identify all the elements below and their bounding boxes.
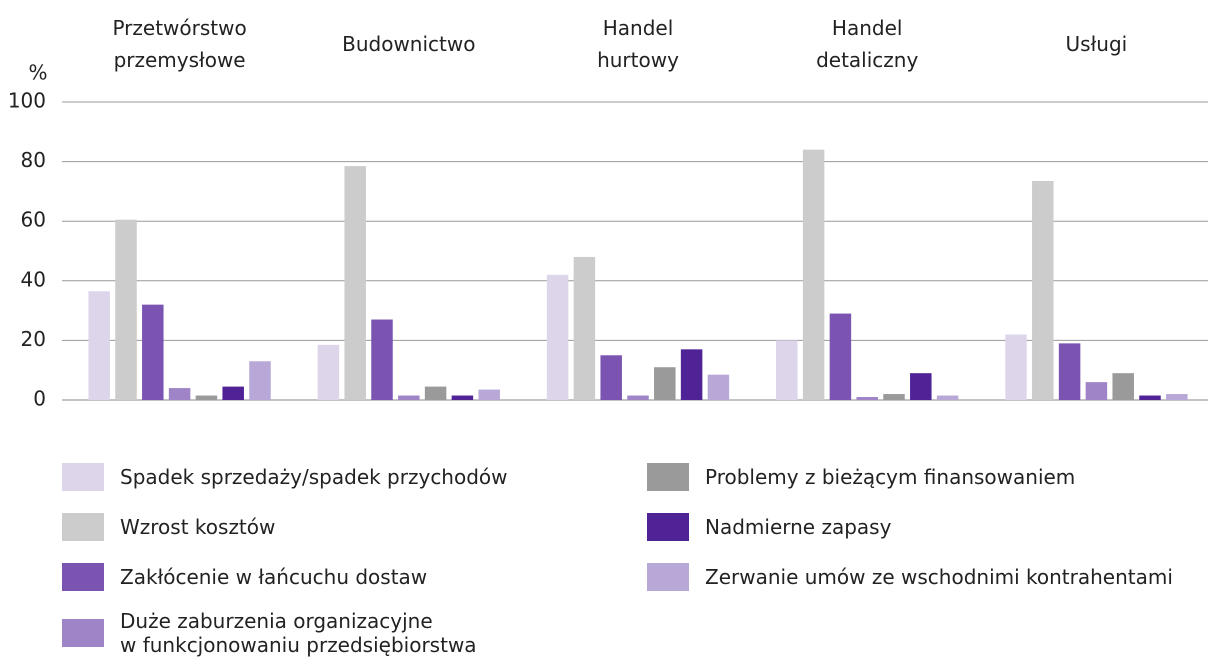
y-tick-label: 0 bbox=[33, 387, 46, 411]
legend-swatch bbox=[62, 463, 104, 491]
legend-swatch bbox=[62, 563, 104, 591]
legend-swatch bbox=[647, 463, 689, 491]
legend-item: Duże zaburzenia organizacyjne w funkcjon… bbox=[62, 609, 477, 657]
bar bbox=[829, 313, 852, 400]
bar bbox=[142, 304, 164, 400]
category-label: Przetwórstwo przemysłowe bbox=[112, 16, 247, 72]
bar bbox=[627, 395, 649, 400]
bar bbox=[573, 256, 596, 400]
bar bbox=[654, 367, 676, 400]
bar bbox=[115, 219, 137, 400]
legend-swatch bbox=[62, 513, 104, 541]
bar bbox=[707, 374, 730, 400]
y-tick-label: 20 bbox=[21, 327, 46, 351]
bar bbox=[344, 166, 366, 400]
legend-label: Duże zaburzenia organizacyjne w funkcjon… bbox=[120, 609, 477, 657]
legend-item: Zerwanie umów ze wschodnimi kontrahentam… bbox=[647, 559, 1173, 595]
bar bbox=[1166, 394, 1188, 400]
bar bbox=[168, 388, 191, 400]
bar bbox=[546, 274, 569, 400]
y-tick-label: 60 bbox=[21, 208, 46, 232]
bar bbox=[249, 361, 271, 400]
legend-label: Problemy z bieżącym finansowaniem bbox=[705, 465, 1076, 489]
bar bbox=[195, 395, 218, 400]
bar bbox=[776, 340, 798, 400]
legend-item: Problemy z bieżącym finansowaniem bbox=[647, 459, 1075, 495]
category-label: Usługi bbox=[1065, 32, 1128, 56]
legend-item: Wzrost kosztów bbox=[62, 509, 275, 545]
y-tick-label: 100 bbox=[8, 89, 46, 113]
bar bbox=[936, 395, 959, 400]
legend-label: Zerwanie umów ze wschodnimi kontrahentam… bbox=[705, 565, 1173, 589]
legend-item: Spadek sprzedaży/spadek przychodów bbox=[62, 459, 508, 495]
legend-item: Zakłócenie w łańcuchu dostaw bbox=[62, 559, 427, 595]
bar bbox=[802, 149, 825, 400]
bar bbox=[88, 291, 110, 400]
bar bbox=[451, 395, 474, 400]
category-label: Handel detaliczny bbox=[816, 16, 919, 72]
y-axis-label: % bbox=[28, 61, 47, 85]
legend-label: Wzrost kosztów bbox=[120, 515, 276, 539]
legend-swatch bbox=[647, 563, 689, 591]
bar bbox=[600, 355, 622, 400]
bar bbox=[1032, 180, 1054, 400]
y-tick-label: 80 bbox=[21, 148, 46, 172]
bar bbox=[680, 349, 703, 400]
y-tick-label: 40 bbox=[21, 267, 46, 291]
bar bbox=[1058, 343, 1081, 400]
legend-label: Spadek sprzedaży/spadek przychodów bbox=[120, 465, 508, 489]
bar bbox=[856, 397, 878, 400]
bar bbox=[478, 389, 500, 400]
bar bbox=[1112, 373, 1134, 400]
bar bbox=[371, 319, 393, 400]
bar bbox=[1085, 382, 1108, 400]
bar bbox=[222, 386, 244, 400]
bar bbox=[1005, 334, 1027, 400]
bar bbox=[424, 386, 447, 400]
legend-item: Nadmierne zapasy bbox=[647, 509, 891, 545]
category-label: Handel hurtowy bbox=[597, 16, 679, 72]
bar bbox=[883, 394, 905, 400]
bar bbox=[398, 395, 420, 400]
legend-label: Nadmierne zapasy bbox=[705, 515, 892, 539]
bar bbox=[910, 373, 932, 400]
legend-label: Zakłócenie w łańcuchu dostaw bbox=[120, 565, 428, 589]
bar bbox=[317, 344, 340, 400]
legend-swatch bbox=[62, 619, 104, 647]
category-label: Budownictwo bbox=[342, 32, 476, 56]
legend-swatch bbox=[647, 513, 689, 541]
bar bbox=[1139, 395, 1161, 400]
